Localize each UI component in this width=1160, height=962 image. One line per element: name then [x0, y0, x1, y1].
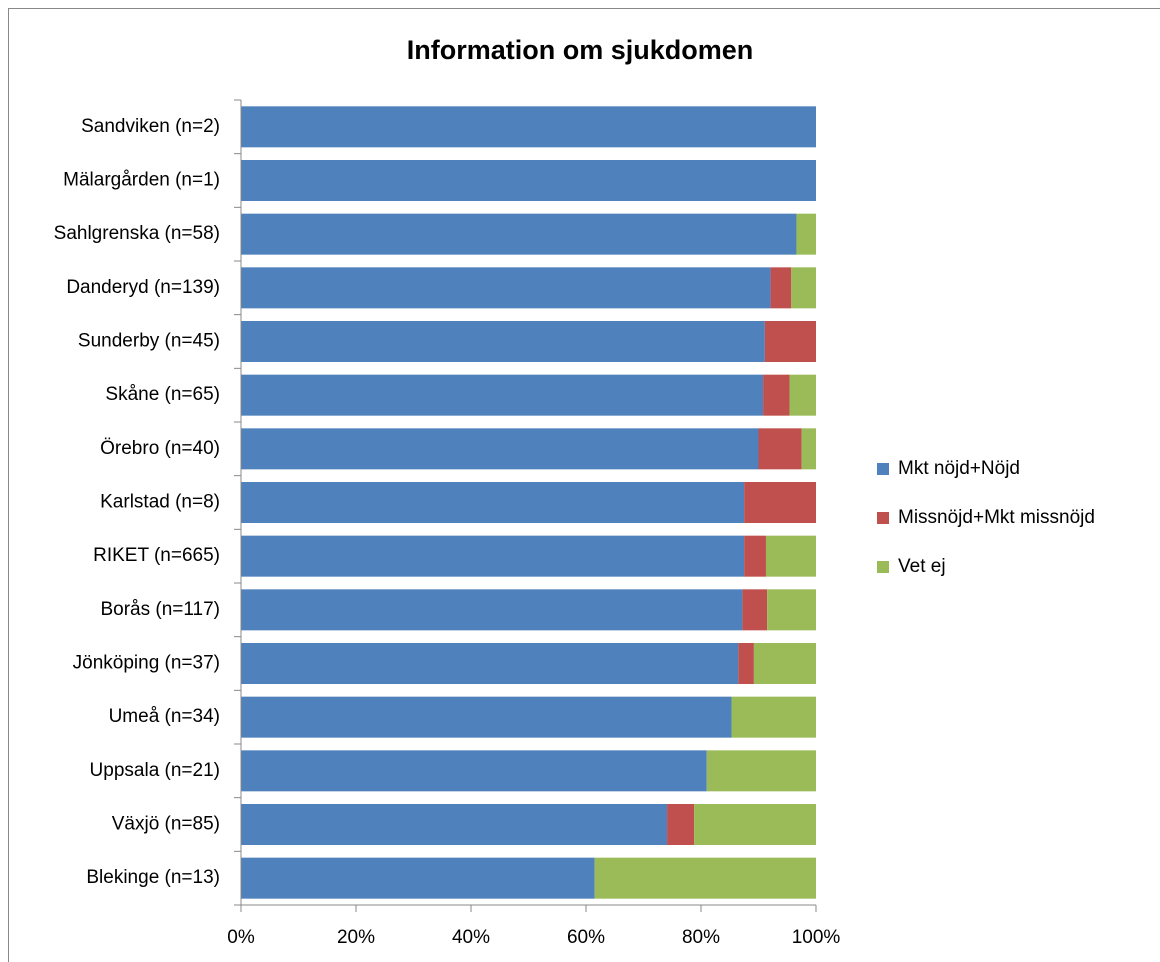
- y-tick-label: Sunderby (n=45): [78, 331, 220, 352]
- bar-segment: [744, 535, 766, 577]
- y-tick-label: Sandviken (n=2): [81, 116, 220, 137]
- bar-segment: [241, 160, 816, 201]
- bar-segment: [801, 428, 816, 470]
- bar-segment: [742, 589, 768, 631]
- bar-segment: [789, 374, 816, 416]
- bar-segment: [241, 750, 707, 792]
- bar-segment: [767, 589, 816, 631]
- bar-segment: [796, 213, 816, 255]
- chart-title: Information om sjukdomen: [407, 35, 754, 65]
- x-tick-label: 20%: [337, 927, 375, 948]
- y-tick-label: Jönköping (n=37): [73, 653, 220, 674]
- y-tick-label: Karlstad (n=8): [100, 492, 220, 513]
- legend-label: Missnöjd+Mkt missnöjd: [898, 507, 1095, 528]
- bar-segment: [738, 643, 754, 684]
- bar-segment: [241, 106, 816, 148]
- y-tick-label: Borås (n=117): [100, 599, 220, 620]
- bar-segment: [744, 482, 816, 523]
- bar-segment: [241, 857, 595, 899]
- bar-segment: [753, 643, 816, 684]
- x-tick-label: 80%: [682, 927, 720, 948]
- y-tick-label: Mälargården (n=1): [63, 170, 220, 191]
- bar-segment: [758, 428, 802, 470]
- bar-segment: [694, 804, 816, 845]
- y-tick-label: Umeå (n=34): [109, 706, 220, 727]
- x-tick-label: 100%: [792, 927, 841, 948]
- bar-segment: [241, 428, 759, 470]
- x-tick-label: 60%: [567, 927, 605, 948]
- legend-swatch: [877, 463, 889, 475]
- bar-segment: [764, 321, 816, 362]
- y-tick-label: Sahlgrenska (n=58): [54, 223, 220, 244]
- bar-segment: [241, 535, 745, 577]
- bar-segment: [241, 267, 771, 309]
- legend-label: Mkt nöjd+Nöjd: [898, 458, 1020, 479]
- bar-segment: [763, 374, 790, 416]
- bar-segment: [667, 804, 695, 845]
- bar-segment: [706, 750, 816, 792]
- bar-segment: [770, 267, 792, 309]
- bar-segment: [241, 643, 739, 684]
- bar-segment: [241, 374, 764, 416]
- bar-segment: [765, 535, 816, 577]
- x-tick-label: 0%: [227, 927, 255, 948]
- bar-segment: [791, 267, 816, 309]
- x-tick-label: 40%: [452, 927, 490, 948]
- bar-segment: [241, 589, 743, 631]
- legend-swatch: [877, 561, 889, 573]
- bar-segment: [241, 696, 732, 738]
- bar-segment: [594, 857, 816, 899]
- legend-swatch: [877, 512, 889, 524]
- y-tick-label: Blekinge (n=13): [86, 867, 220, 888]
- bar-segment: [241, 213, 797, 255]
- y-tick-label: Växjö (n=85): [112, 814, 220, 835]
- y-tick-label: Uppsala (n=21): [90, 760, 220, 781]
- y-tick-label: Danderyd (n=139): [66, 277, 220, 298]
- legend-label: Vet ej: [898, 556, 946, 577]
- bar-segment: [241, 482, 745, 523]
- y-tick-label: Örebro (n=40): [100, 438, 220, 459]
- bar-segment: [241, 321, 765, 362]
- y-tick-label: RIKET (n=665): [93, 545, 220, 566]
- bar-segment: [241, 804, 668, 845]
- bar-segment: [731, 696, 816, 738]
- y-tick-label: Skåne (n=65): [105, 384, 220, 405]
